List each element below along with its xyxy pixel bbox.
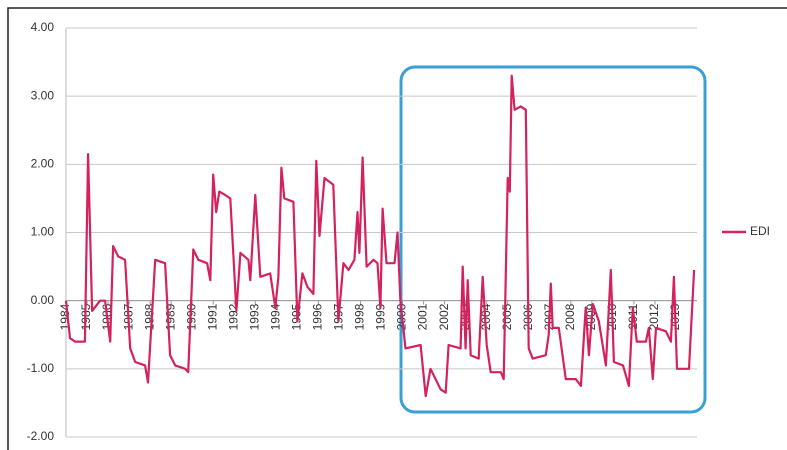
x-tick-label: 1996 xyxy=(311,303,325,330)
legend-label: EDI xyxy=(750,224,770,238)
y-tick-label: 1.00 xyxy=(31,225,55,239)
x-tick-label: 1999 xyxy=(374,303,388,330)
y-tick-label: 4.00 xyxy=(31,20,55,34)
x-tick-label: 1984 xyxy=(58,303,72,330)
data-line xyxy=(64,74,696,398)
x-tick-label: 1989 xyxy=(163,303,177,330)
x-tick-label: 1992 xyxy=(226,303,240,330)
y-tick-label: -2.00 xyxy=(27,429,55,443)
y-tick-label: 3.00 xyxy=(31,88,55,102)
x-tick-label: 1994 xyxy=(269,303,283,330)
x-tick-label: 2005 xyxy=(500,303,514,330)
x-tick-label: 2002 xyxy=(437,303,451,330)
x-tick-label: 1993 xyxy=(247,303,261,330)
x-tick-label: 2008 xyxy=(563,303,577,330)
y-tick-label: 0.00 xyxy=(31,293,55,307)
x-tick-label: 1988 xyxy=(142,303,156,330)
x-tick-label: 1991 xyxy=(205,303,219,330)
y-tick-label: 2.00 xyxy=(31,157,55,171)
highlight-box xyxy=(399,65,707,414)
x-tick-label: 2001 xyxy=(416,303,430,330)
x-tick-label: 2012 xyxy=(647,303,661,330)
y-tick-label: -1.00 xyxy=(27,361,55,375)
x-tick-label: 1998 xyxy=(353,303,367,330)
frame xyxy=(7,7,787,450)
